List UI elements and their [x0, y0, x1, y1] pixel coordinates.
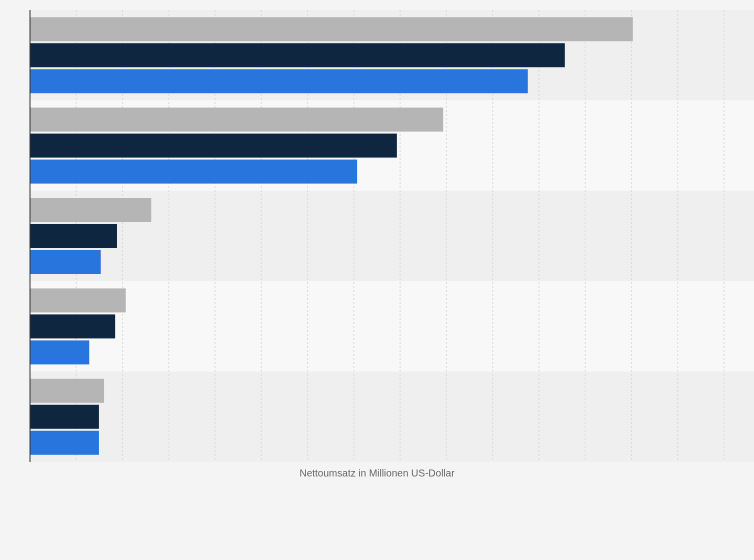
- bar: [30, 340, 90, 365]
- band-background: [30, 281, 754, 372]
- bar: [30, 198, 152, 222]
- band-background: [30, 371, 754, 462]
- bar: [30, 404, 99, 429]
- bar: [30, 378, 105, 403]
- bar: [30, 43, 565, 68]
- bar: [30, 107, 444, 132]
- bar: [30, 17, 633, 42]
- bar: [30, 314, 116, 339]
- bar: [30, 159, 358, 184]
- bar: [30, 288, 126, 313]
- bar: [30, 224, 117, 248]
- bar: [30, 133, 397, 158]
- bar: [30, 250, 101, 274]
- bar: [30, 69, 528, 94]
- x-axis-label: Nettoumsatz in Millionen US-Dollar: [299, 469, 455, 480]
- bar: [30, 430, 99, 455]
